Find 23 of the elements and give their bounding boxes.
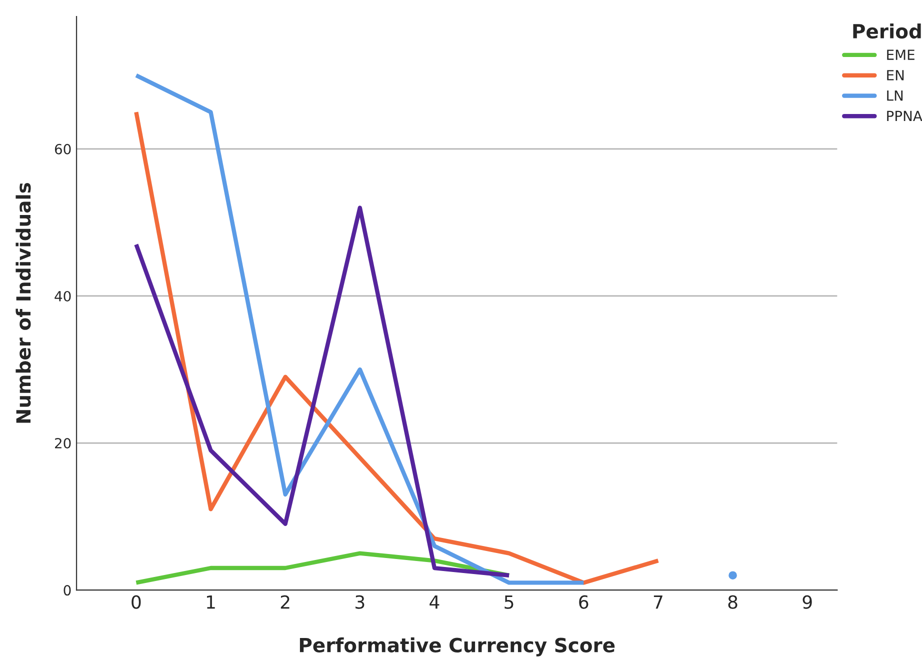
y-tick-label: 20 <box>55 438 71 448</box>
y-tick-label: 60 <box>54 144 71 154</box>
legend-title: Period <box>853 24 921 39</box>
x-tick-label: 6 <box>579 595 588 609</box>
x-tick-label: 7 <box>654 595 662 609</box>
line-series <box>134 110 660 585</box>
x-tick-label: 2 <box>280 595 290 609</box>
x-tick-label: 5 <box>504 595 514 609</box>
x-tick-label: 0 <box>132 595 141 609</box>
x-tick-label: 3 <box>356 595 364 609</box>
line-series <box>134 206 512 578</box>
x-tick-label: 9 <box>802 595 812 609</box>
x-tick-label: 1 <box>207 595 215 609</box>
y-axis-title: Number of Individuals <box>16 182 31 423</box>
legend-label: PPNA <box>887 110 922 121</box>
legend-label: LN <box>887 90 903 101</box>
y-tick-label: 40 <box>54 290 71 302</box>
x-tick-label: 8 <box>728 595 738 609</box>
x-axis-title: Performative Currency Score <box>300 637 615 656</box>
x-tick-label: 4 <box>430 595 440 609</box>
y-tick-label: 0 <box>64 585 71 596</box>
legend-label: EN <box>887 70 904 80</box>
legend-label: EME <box>887 50 914 60</box>
